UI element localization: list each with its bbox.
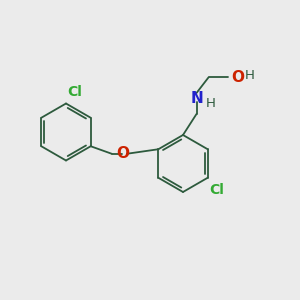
Text: N: N <box>190 91 203 106</box>
Text: H: H <box>244 69 254 82</box>
Text: O: O <box>117 146 130 161</box>
Text: H: H <box>206 97 216 110</box>
Text: O: O <box>231 70 244 85</box>
Text: Cl: Cl <box>209 183 224 197</box>
Text: Cl: Cl <box>68 85 82 99</box>
